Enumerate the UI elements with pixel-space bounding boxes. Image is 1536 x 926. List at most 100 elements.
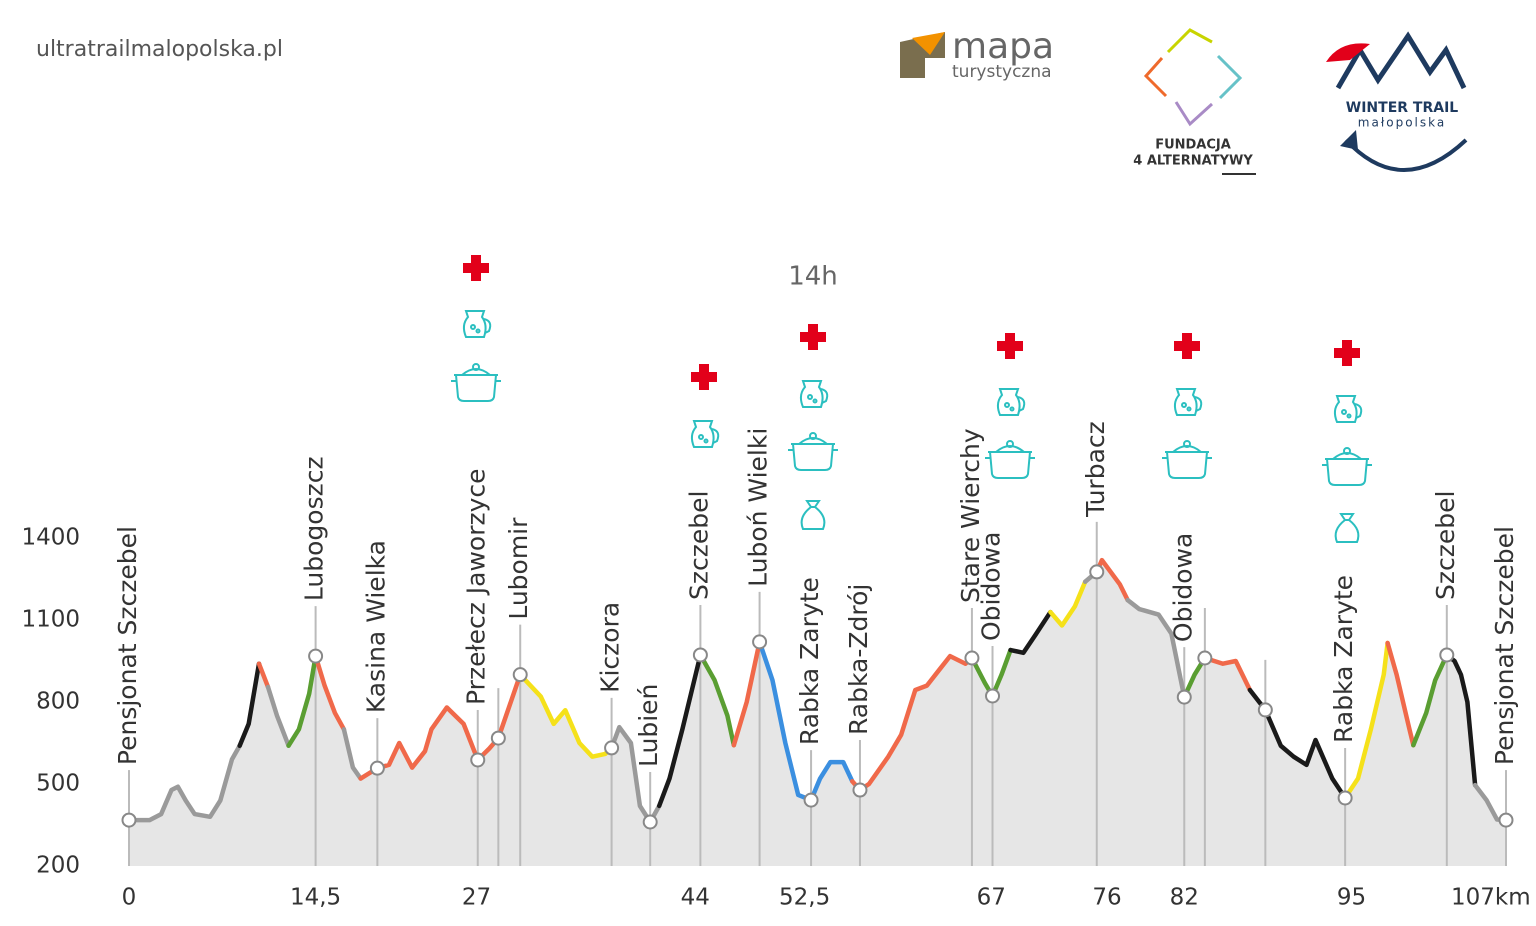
food-icon bbox=[450, 363, 502, 402]
food-icon bbox=[1161, 440, 1213, 479]
profile-segment bbox=[1202, 655, 1253, 693]
waypoint-label: Lubomir bbox=[504, 517, 533, 620]
waypoint-label: Obidowa bbox=[977, 532, 1006, 641]
waypoint-label: Przełecz Jaworzyce bbox=[462, 468, 491, 704]
waypoint-marker bbox=[1498, 812, 1514, 828]
profile-segment bbox=[341, 727, 363, 781]
waypoint-label: Kiczora bbox=[596, 602, 625, 693]
food-icon bbox=[1321, 447, 1373, 486]
waypoint-marker bbox=[1337, 790, 1353, 806]
logo-text: małopolska bbox=[1358, 116, 1446, 130]
logo-icon bbox=[912, 32, 945, 55]
logo-mapa: mapa turystyczna bbox=[900, 26, 1054, 82]
waypoint-label: Turbacz bbox=[1081, 421, 1110, 518]
y-tick-label: 500 bbox=[36, 771, 80, 797]
food-icon bbox=[787, 432, 839, 471]
water-icon bbox=[690, 420, 720, 448]
waypoint-marker bbox=[752, 634, 768, 650]
annotation: 14h bbox=[788, 262, 838, 292]
waypoint-marker bbox=[1439, 647, 1455, 663]
waypoint-label: Kasina Wielka bbox=[361, 540, 390, 713]
medical-icon bbox=[1174, 333, 1200, 359]
x-tick-label: 0 bbox=[122, 885, 137, 911]
y-tick-label: 1100 bbox=[21, 607, 80, 633]
logo-arrow bbox=[1340, 130, 1358, 150]
logo-icon bbox=[1174, 101, 1214, 127]
medical-icon bbox=[800, 324, 826, 350]
x-tick-label: 27 bbox=[462, 885, 491, 911]
profile-segment bbox=[256, 661, 271, 690]
x-tick-label: 107km bbox=[1451, 885, 1531, 911]
bag-icon bbox=[800, 500, 826, 530]
waypoint-marker bbox=[512, 667, 528, 683]
logo-text: turystyczna bbox=[952, 62, 1052, 82]
waypoint-marker bbox=[692, 647, 708, 663]
waypoint-marker bbox=[803, 792, 819, 808]
profile-segment bbox=[286, 653, 318, 748]
waypoint-marker bbox=[852, 782, 868, 798]
profile-segment bbox=[517, 672, 614, 759]
waypoint-label: Rabka-Zdrój bbox=[844, 584, 873, 735]
waypoint-label: Lubień bbox=[634, 684, 663, 767]
waypoint-marker bbox=[1257, 702, 1273, 718]
logo-text: FUNDACJA bbox=[1155, 138, 1231, 153]
logo-text: 4 ALTERNATYWY bbox=[1133, 154, 1253, 169]
logo-text: mapa bbox=[952, 26, 1054, 67]
waypoint-marker bbox=[985, 688, 1001, 704]
medical-icon bbox=[1334, 340, 1360, 366]
profile-segment bbox=[313, 653, 347, 732]
aid-icons bbox=[450, 255, 1373, 543]
site-url: ultratrailmalopolska.pl bbox=[36, 37, 283, 62]
medical-icon bbox=[997, 333, 1023, 359]
water-icon bbox=[799, 380, 829, 408]
medical-icon bbox=[691, 364, 717, 390]
logo-winter-trail: WINTER TRAIL małopolska bbox=[1326, 31, 1468, 172]
waypoint-marker bbox=[1176, 689, 1192, 705]
bag-icon bbox=[1334, 513, 1360, 543]
profile-segment bbox=[698, 652, 737, 748]
profile-segment bbox=[1411, 652, 1450, 748]
logo-fundacja: FUNDACJA 4 ALTERNATYWY bbox=[1133, 28, 1256, 175]
profile-segment bbox=[1385, 640, 1416, 748]
waypoint-label: Luboń Wielki bbox=[744, 428, 773, 587]
water-icon bbox=[462, 310, 492, 338]
profile-segment bbox=[1048, 579, 1088, 628]
waypoint-marker bbox=[369, 760, 385, 776]
waypoint-marker bbox=[490, 730, 506, 746]
waypoint-marker bbox=[470, 752, 486, 768]
x-tick-label: 44 bbox=[681, 885, 710, 911]
waypoint-marker bbox=[604, 740, 620, 756]
waypoint-label: Szczebel bbox=[684, 491, 713, 600]
y-tick-label: 800 bbox=[36, 689, 80, 715]
y-tick-label: 1400 bbox=[21, 525, 80, 551]
x-tick-label: 67 bbox=[977, 885, 1006, 911]
waypoint-marker bbox=[642, 814, 658, 830]
profile-segment bbox=[656, 652, 703, 809]
x-tick-label: 95 bbox=[1337, 885, 1366, 911]
x-tick-label: 52,5 bbox=[779, 885, 830, 911]
waypoint-label: Stare Wierchy bbox=[956, 428, 985, 603]
profile-segment bbox=[265, 684, 291, 748]
logo-icon bbox=[1216, 54, 1243, 100]
water-icon bbox=[996, 388, 1026, 416]
logo-text: WINTER TRAIL bbox=[1346, 100, 1459, 116]
profile-segment bbox=[1008, 609, 1053, 656]
food-icon bbox=[984, 440, 1036, 479]
profile-segment bbox=[1342, 640, 1390, 801]
waypoint-marker bbox=[964, 650, 980, 666]
waypoint-label: Obidowa bbox=[1168, 533, 1197, 642]
waypoint-marker bbox=[308, 648, 324, 664]
waypoint-label: Pensjonat Szczebel bbox=[1490, 526, 1519, 765]
x-tick-label: 82 bbox=[1170, 885, 1199, 911]
waypoint-label: Rabka Zaryte bbox=[1329, 575, 1358, 743]
y-tick-label: 200 bbox=[36, 853, 80, 879]
waypoint-marker bbox=[1197, 650, 1213, 666]
logo-icon bbox=[1143, 57, 1168, 98]
waypoint-marker bbox=[121, 812, 137, 828]
profile-segment bbox=[731, 639, 762, 748]
waypoint-label: Pensjonat Szczebel bbox=[113, 526, 142, 765]
water-icon bbox=[1173, 388, 1203, 416]
water-icon bbox=[1333, 395, 1363, 423]
